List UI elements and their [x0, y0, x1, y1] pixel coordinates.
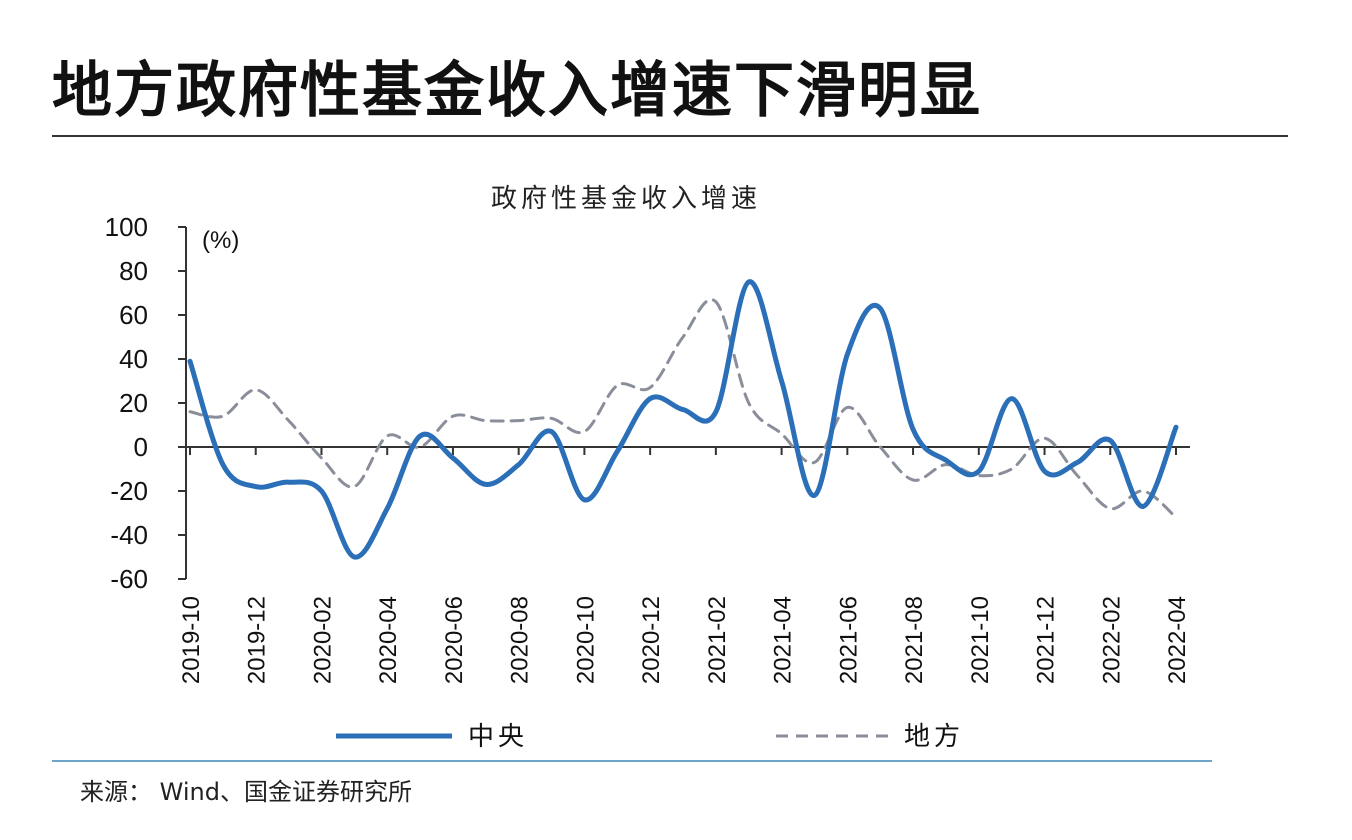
- x-tick-label: 2021-10: [967, 596, 994, 684]
- series-line-local: [188, 298, 1178, 519]
- y-tick-label: 40: [119, 344, 148, 374]
- headline: 地方政府性基金收入增速下滑明显: [52, 56, 982, 126]
- x-tick-label: 2021-12: [1033, 596, 1060, 684]
- source-note: 来源： Wind、国金证券研究所: [80, 778, 412, 806]
- x-tick-label: 2022-04: [1164, 596, 1191, 684]
- x-tick-label: 2020-04: [375, 596, 402, 684]
- y-tick-label: -20: [110, 476, 148, 506]
- x-tick-label: 2019-12: [244, 596, 271, 684]
- x-tick-label: 2021-06: [835, 596, 862, 684]
- source-divider: [52, 760, 1212, 762]
- legend-label: 地方: [904, 722, 964, 752]
- y-tick-label: 100: [105, 212, 148, 242]
- x-tick-label: 2021-04: [770, 596, 797, 684]
- line-chart: 100 80 60 40 20 0 -20 -40 -60 (%) 2019-10 2019-12 20…: [105, 212, 1191, 752]
- chart-labels: 100 80 60 40 20 0 -20 -40 -60 (%) 2019-10 2019-12 20…: [105, 212, 1191, 684]
- x-tick-label: 2020-08: [507, 596, 534, 684]
- chart-series: [187, 279, 1179, 560]
- y-axis-unit: (%): [202, 227, 239, 254]
- chart-legend: 中央 地方: [336, 722, 964, 752]
- x-tick-label: 2022-02: [1098, 596, 1125, 684]
- x-tick-label: 2020-12: [638, 596, 665, 684]
- y-tick-label: -40: [110, 520, 148, 550]
- headline-divider: [52, 135, 1288, 137]
- y-tick-label: 0: [134, 432, 148, 462]
- legend-label: 中央: [468, 722, 528, 752]
- x-tick-label: 2020-02: [309, 596, 336, 684]
- y-tick-label: -60: [110, 564, 148, 594]
- series-line-central: [187, 279, 1179, 560]
- x-tick-label: 2020-10: [572, 596, 599, 684]
- x-tick-label: 2021-02: [704, 596, 731, 684]
- chart-axes: [178, 226, 1190, 580]
- y-tick-label: 20: [119, 388, 148, 418]
- x-tick-label: 2019-10: [178, 596, 205, 684]
- x-tick-label: 2020-06: [441, 596, 468, 684]
- chart-title: 政府性基金收入增速: [490, 184, 761, 214]
- y-tick-label: 60: [119, 300, 148, 330]
- x-tick-label: 2021-08: [901, 596, 928, 684]
- y-tick-label: 80: [119, 256, 148, 286]
